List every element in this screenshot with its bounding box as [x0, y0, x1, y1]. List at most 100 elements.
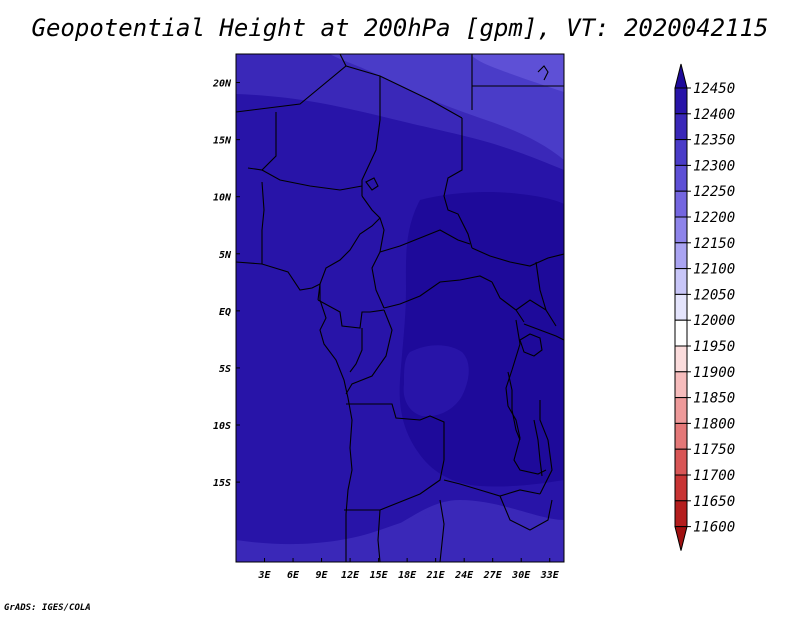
y-tick-label: 20N — [212, 79, 232, 90]
x-tick-label: 33E — [540, 570, 560, 581]
lake-victoria — [519, 333, 543, 357]
border-kenya — [535, 261, 557, 327]
y-tick-label: 5N — [219, 250, 232, 261]
border-sudan-ss — [471, 247, 564, 267]
y-tick-label: 15N — [213, 136, 232, 147]
map-title: Geopotential Height at 200hPa [gpm], VT:… — [31, 14, 769, 42]
border-benin — [261, 181, 265, 264]
colorbar-label: 12350 — [693, 133, 735, 149]
x-tick-label: 18E — [398, 570, 417, 581]
colorbar-label: 11650 — [693, 494, 735, 510]
colorbar-swatch — [674, 448, 688, 476]
colorbar-swatch — [674, 268, 688, 295]
colorbar-label: 12000 — [693, 313, 735, 329]
y-tick-label: 10N — [213, 193, 232, 204]
colorbar-swatch — [674, 293, 688, 321]
y-tick-label: 15S — [213, 478, 231, 489]
colorbar-swatch — [674, 113, 688, 141]
colorbar-label: 12200 — [693, 210, 735, 226]
colorbar-swatch — [674, 139, 688, 166]
border-niger-chad — [361, 76, 381, 196]
colorbar-label: 11700 — [693, 468, 735, 484]
colorbar-swatch — [674, 242, 688, 270]
colorbar-swatch — [674, 526, 688, 551]
y-tick-label: EQ — [219, 307, 231, 318]
border-north-1 — [236, 65, 463, 119]
border-congo — [349, 328, 363, 373]
x-tick-label: 3E — [257, 570, 271, 581]
border-uganda — [515, 299, 547, 311]
border-chad-sudan — [443, 118, 473, 249]
colorbar-swatch — [674, 87, 688, 115]
colorbar-label: 11850 — [693, 391, 735, 407]
border-botswana — [439, 499, 445, 562]
border-north-2 — [339, 54, 347, 67]
nile-delta — [537, 65, 549, 81]
y-tick-label: 5S — [219, 364, 231, 375]
border-cameroon-car — [371, 217, 385, 309]
border-ss-east — [491, 281, 525, 323]
lake-tanganyika — [507, 371, 521, 441]
colorbar-swatch — [674, 397, 688, 424]
field-bottom-12350 — [236, 509, 564, 562]
colorbar-label: 11900 — [693, 365, 735, 381]
border-gabon — [317, 299, 385, 329]
x-tick-label: 15E — [370, 570, 389, 581]
border-tanzania — [523, 323, 564, 341]
y-tick-label: 10S — [213, 421, 231, 432]
coastline-west — [236, 261, 353, 562]
x-tick-label: 6E — [287, 570, 300, 581]
colorbar-label: 11800 — [693, 416, 735, 432]
border-drc-west — [345, 309, 393, 395]
colorbar-label: 12250 — [693, 184, 735, 200]
colorbar-label: 12400 — [693, 107, 735, 123]
colorbar-swatch — [674, 216, 688, 244]
colorbar-swatch — [674, 371, 688, 399]
colorbar-swatch — [674, 474, 688, 502]
colorbar-swatch — [674, 345, 688, 373]
border-zambia-south — [443, 479, 541, 497]
border-zimbabwe — [499, 495, 553, 531]
border-niger-south — [261, 169, 363, 191]
colorbar-label: 12450 — [693, 81, 735, 97]
colorbar-swatch — [674, 190, 688, 218]
colorbar-swatch — [674, 63, 688, 89]
colorbar-label: 12100 — [693, 262, 735, 278]
colorbar-label: 12150 — [693, 236, 735, 252]
colorbar-label: 11750 — [693, 442, 735, 458]
colorbar-swatch — [674, 164, 688, 192]
lake-chad — [365, 177, 379, 191]
lake-malawi — [533, 419, 543, 477]
x-tick-label: 24E — [454, 570, 474, 581]
border-car-south — [383, 275, 493, 309]
colorbar: 12450 12400 12350 12300 12250 12200 12150 12100… — [674, 63, 735, 551]
border-mozambique — [539, 400, 553, 495]
border-car-top — [379, 229, 471, 253]
colorbar-label: 11600 — [693, 520, 735, 536]
x-tick-label: 21E — [426, 570, 446, 581]
height-field — [236, 54, 564, 562]
colorbar-label: 12050 — [693, 287, 735, 303]
border-nigeria-cameroon — [317, 195, 381, 301]
map-frame — [235, 53, 565, 563]
country-borders — [236, 54, 564, 562]
x-tick-label: 27E — [483, 570, 503, 581]
colorbar-swatch — [674, 319, 688, 347]
colorbar-label: 12300 — [693, 158, 735, 174]
border-angola-north — [346, 403, 445, 460]
axis-ticks: 3E 6E 9E 12E 15E 18E 21E 24E 27E 30E 33E 20N 15N 10N 5… — [212, 79, 560, 581]
border-angola-south — [344, 459, 445, 511]
x-tick-label: 9E — [316, 570, 329, 581]
field-pocket-12400 — [403, 345, 469, 417]
border-drc-east — [505, 319, 547, 475]
field-12250 — [470, 54, 564, 92]
colorbar-swatch — [674, 500, 688, 528]
grads-credit: GrADS: IGES/COLA — [4, 603, 91, 613]
border-namibia — [377, 509, 381, 562]
x-tick-label: 12E — [341, 570, 360, 581]
x-tick-label: 30E — [511, 570, 531, 581]
colorbar-swatch — [674, 422, 688, 450]
colorbar-label: 11950 — [693, 339, 735, 355]
